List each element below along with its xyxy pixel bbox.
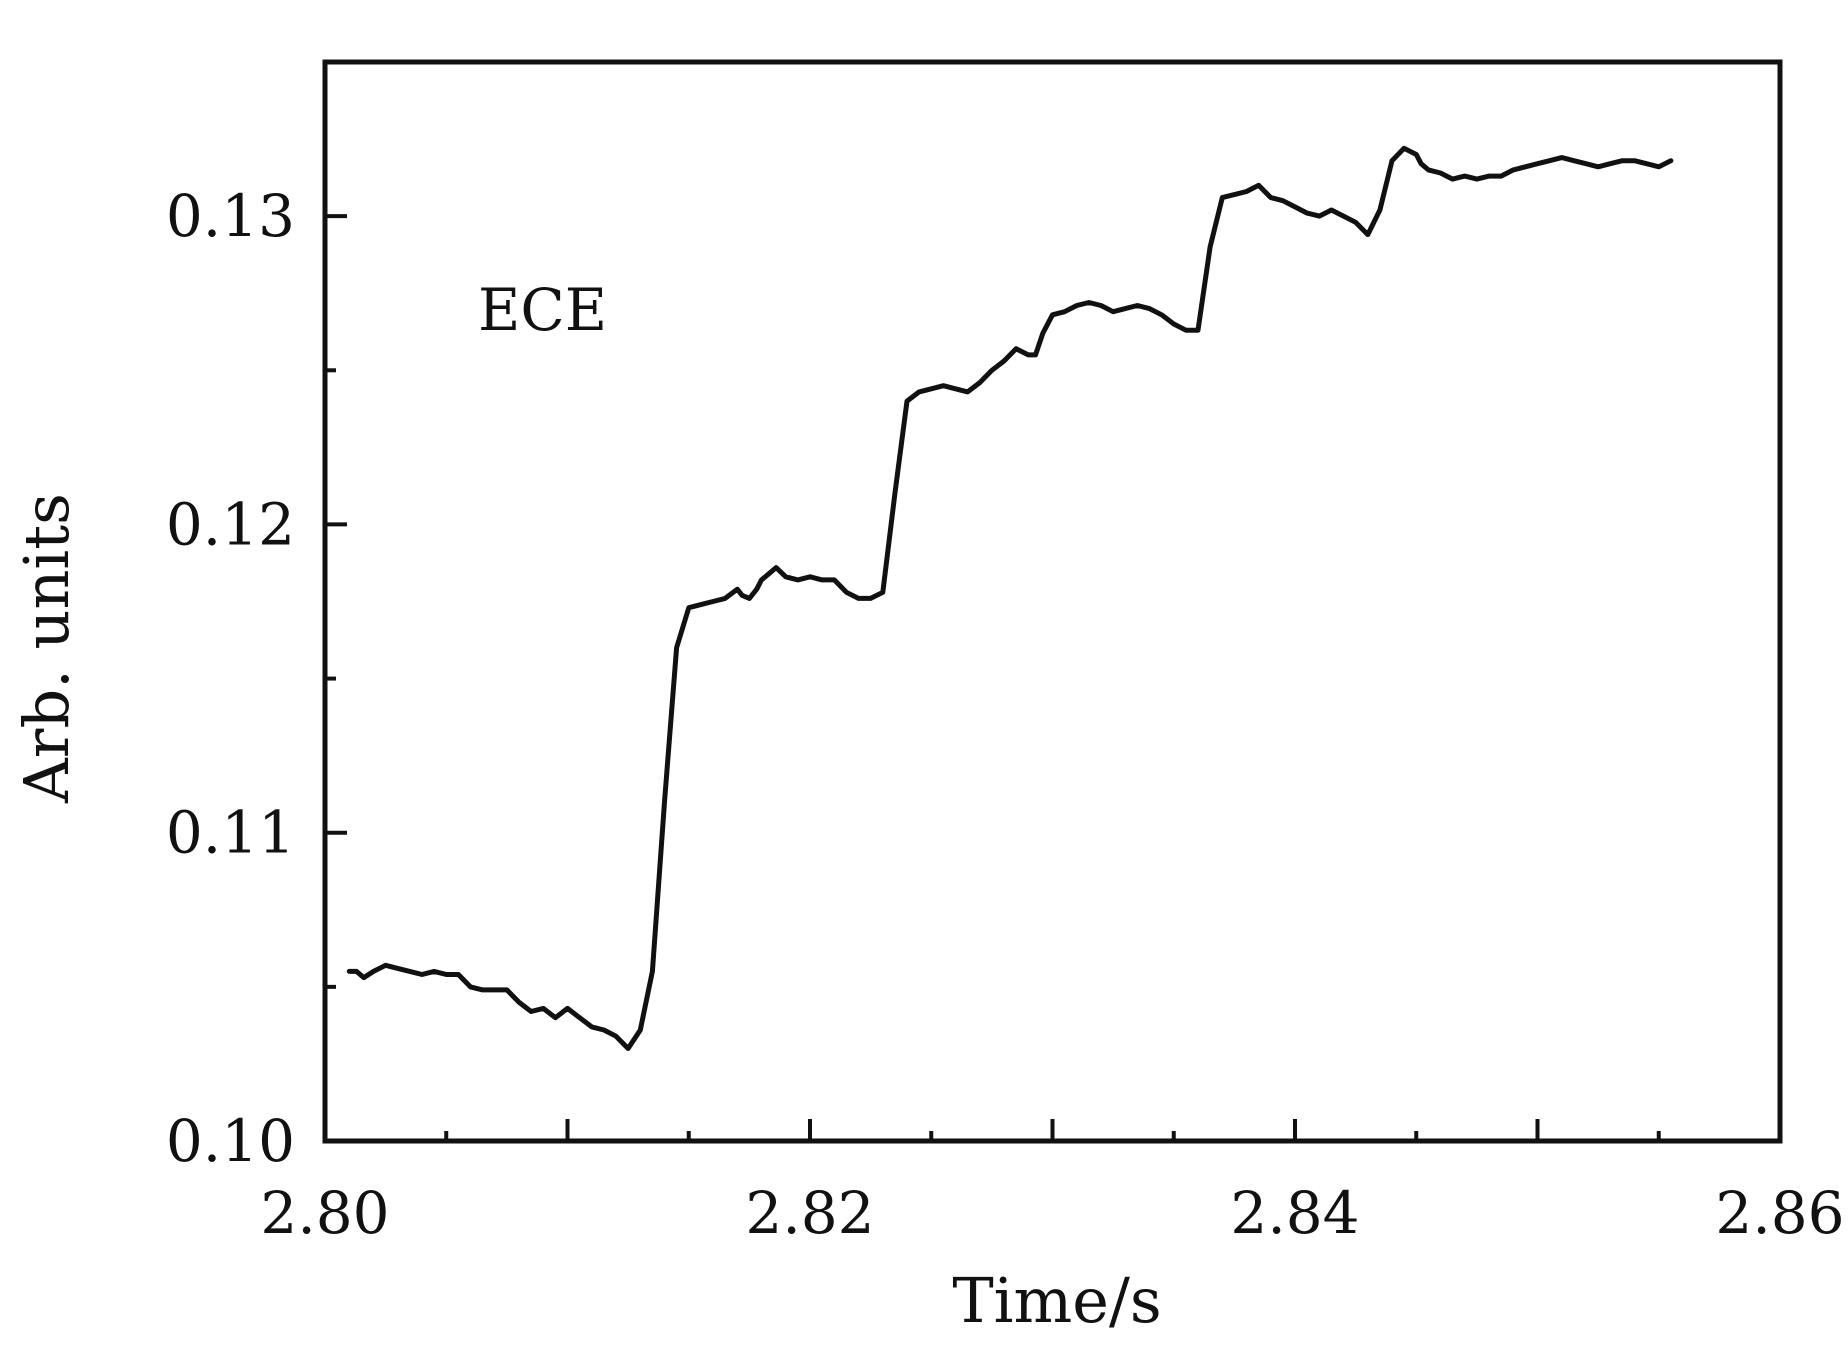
x-tick-label: 2.80 bbox=[260, 1179, 389, 1247]
y-tick-label: 0.13 bbox=[166, 182, 295, 250]
y-tick-label: 0.10 bbox=[166, 1107, 295, 1175]
axis-ticks bbox=[323, 60, 1782, 1143]
x-tick-label: 2.84 bbox=[1230, 1179, 1359, 1247]
y-tick-label: 0.12 bbox=[166, 490, 295, 558]
plot-frame bbox=[322, 59, 1783, 1144]
y-tick-label: 0.11 bbox=[166, 799, 295, 867]
axis-tick-labels: 2.80 2.82 2.84 2.86 0.10 0.11 0.12 0.13 bbox=[166, 182, 1845, 1247]
y-axis-label: Arb. units bbox=[10, 493, 83, 804]
annotation-label: ECE bbox=[478, 276, 607, 344]
x-tick-label: 2.82 bbox=[745, 1179, 874, 1247]
series-line bbox=[346, 145, 1674, 1051]
x-tick-label: 2.86 bbox=[1715, 1179, 1844, 1247]
x-axis-label: Time/s bbox=[952, 1264, 1161, 1337]
